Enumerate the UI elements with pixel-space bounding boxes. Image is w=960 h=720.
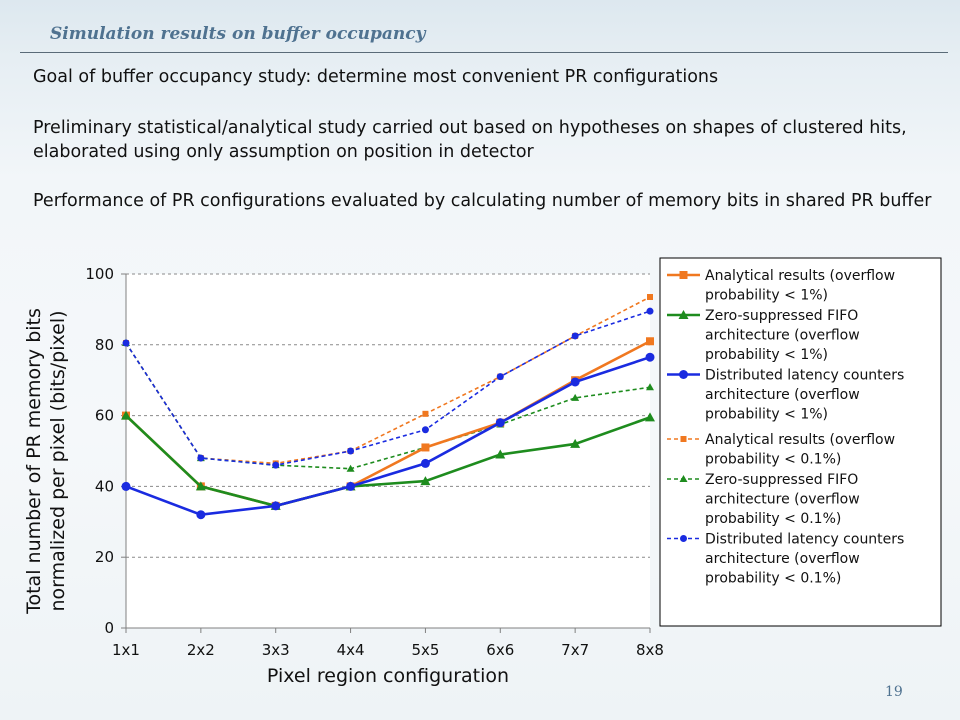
header-divider <box>20 52 948 53</box>
series-2-point <box>121 410 131 420</box>
x-tick-label: 7x7 <box>561 641 589 659</box>
legend-entry-text: architecture (overflow <box>705 387 860 403</box>
series-6-point <box>122 339 130 347</box>
series-3-point <box>570 377 580 387</box>
series-line-2 <box>125 414 651 508</box>
y-tick-label: 20 <box>95 548 114 566</box>
legend-swatch-marker <box>680 535 687 542</box>
legend-swatch-marker <box>679 271 688 279</box>
series-6-point <box>197 454 205 462</box>
series-3-point <box>121 481 131 491</box>
series-6-point <box>272 461 280 469</box>
series-6-point <box>421 426 429 434</box>
legend-swatch-marker <box>679 370 688 379</box>
x-tick-label: 2x2 <box>187 641 215 659</box>
body-paragraph-goal: Goal of buffer occupancy study: determin… <box>33 67 719 87</box>
x-tick-label: 3x3 <box>262 641 290 659</box>
series-line-3 <box>125 355 651 517</box>
y-tick-label: 0 <box>104 619 114 637</box>
legend-swatch-marker <box>680 436 687 442</box>
legend-entry-text: probability < 0.1%) <box>705 511 841 527</box>
y-tick-label: 80 <box>95 336 114 354</box>
legend-box <box>659 257 942 627</box>
series-3-point <box>495 418 505 428</box>
series-2-point <box>645 412 655 422</box>
legend-entry-text: architecture (overflow <box>705 492 860 508</box>
series-2-point <box>495 449 506 459</box>
x-tick-label: 4x4 <box>337 641 365 659</box>
legend-swatch-marker <box>678 310 689 319</box>
y-tick-label: 100 <box>85 265 114 283</box>
legend-entry-text: Analytical results (overflow <box>705 268 895 284</box>
series-3-point <box>196 510 206 520</box>
series-1-point <box>421 443 430 452</box>
x-tick-label: 6x6 <box>486 641 514 659</box>
series-2-point <box>420 476 431 486</box>
legend-entry-text: probability < 1%) <box>705 288 828 304</box>
series-4-point <box>647 294 653 301</box>
legend-entry-text: probability < 1%) <box>705 407 828 423</box>
series-5-point <box>646 383 654 391</box>
x-tick-label: 5x5 <box>411 641 439 659</box>
series-3-point <box>420 458 430 468</box>
legend-swatch-marker <box>679 475 688 482</box>
series-4-point <box>422 410 429 417</box>
series-line-6 <box>125 310 651 466</box>
body-paragraph-preliminary-study: Preliminary statistical/analytical study… <box>33 118 907 162</box>
legend-entry-text: probability < 0.1%) <box>705 571 841 587</box>
series-3-point <box>346 481 356 491</box>
page-number: 19 <box>885 684 903 700</box>
series-6-point <box>646 307 654 315</box>
x-axis-title: Pixel region configuration <box>267 665 509 687</box>
series-6-point <box>347 447 355 455</box>
series-6-point <box>571 332 579 340</box>
series-2-point <box>570 438 581 448</box>
y-axis-title-line: normalized per pixel (bits/pixel) <box>47 310 69 611</box>
series-1-point <box>646 337 654 346</box>
series-3-point <box>645 352 655 362</box>
y-axis-title-line: Total number of PR memory bits <box>23 308 45 615</box>
y-tick-label: 60 <box>95 407 114 425</box>
x-tick-label: 1x1 <box>112 641 140 659</box>
slide-title: Simulation results on buffer occupancy <box>50 24 426 44</box>
legend-entry-text: probability < 0.1%) <box>705 452 841 468</box>
series-6-point <box>496 373 504 381</box>
x-tick-label: 8x8 <box>636 641 664 659</box>
legend-entry-text: Distributed latency counters <box>705 368 904 384</box>
series-3-point <box>271 501 281 511</box>
y-tick-label: 40 <box>95 477 114 495</box>
series-5-point <box>346 464 355 472</box>
legend-entry-text: Analytical results (overflow <box>705 432 895 448</box>
legend-entry-text: architecture (overflow <box>705 328 860 344</box>
legend-entry-text: Zero-suppressed FIFO <box>705 308 858 324</box>
series-5-point <box>571 393 580 401</box>
legend-entry-text: Zero-suppressed FIFO <box>705 472 858 488</box>
legend-entry-text: probability < 1%) <box>705 347 828 363</box>
series-2-point <box>195 481 206 491</box>
body-paragraph-performance: Performance of PR configurations evaluat… <box>33 191 932 211</box>
plot-area <box>126 274 650 628</box>
legend-entry-text: Distributed latency counters <box>705 532 904 548</box>
legend-entry-text: architecture (overflow <box>705 551 860 567</box>
